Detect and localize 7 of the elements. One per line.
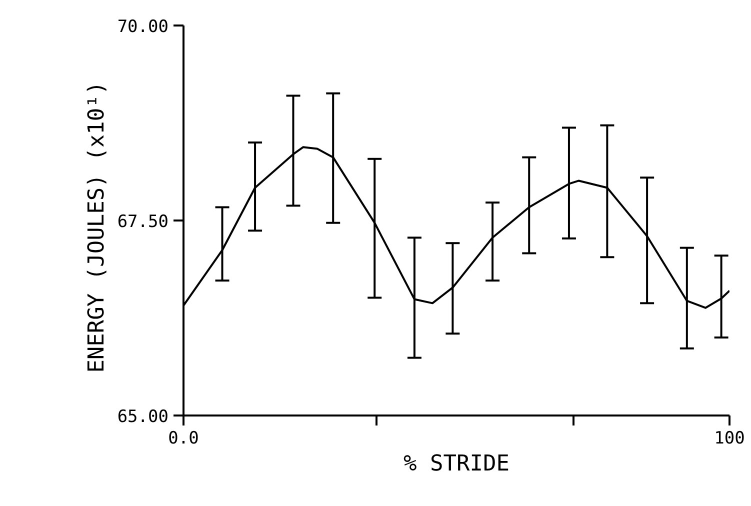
y-tick-label: 70.00 — [117, 17, 169, 37]
y-axis-title: ENERGY (JOULES) (x10¹) — [84, 81, 110, 373]
y-tick-label: 65.00 — [117, 407, 169, 427]
y-tick-label: 67.50 — [117, 212, 169, 232]
x-tick-label: 100 — [714, 428, 745, 448]
x-axis-title: % STRIDE — [404, 452, 510, 476]
x-tick-label: 0.0 — [168, 428, 199, 448]
